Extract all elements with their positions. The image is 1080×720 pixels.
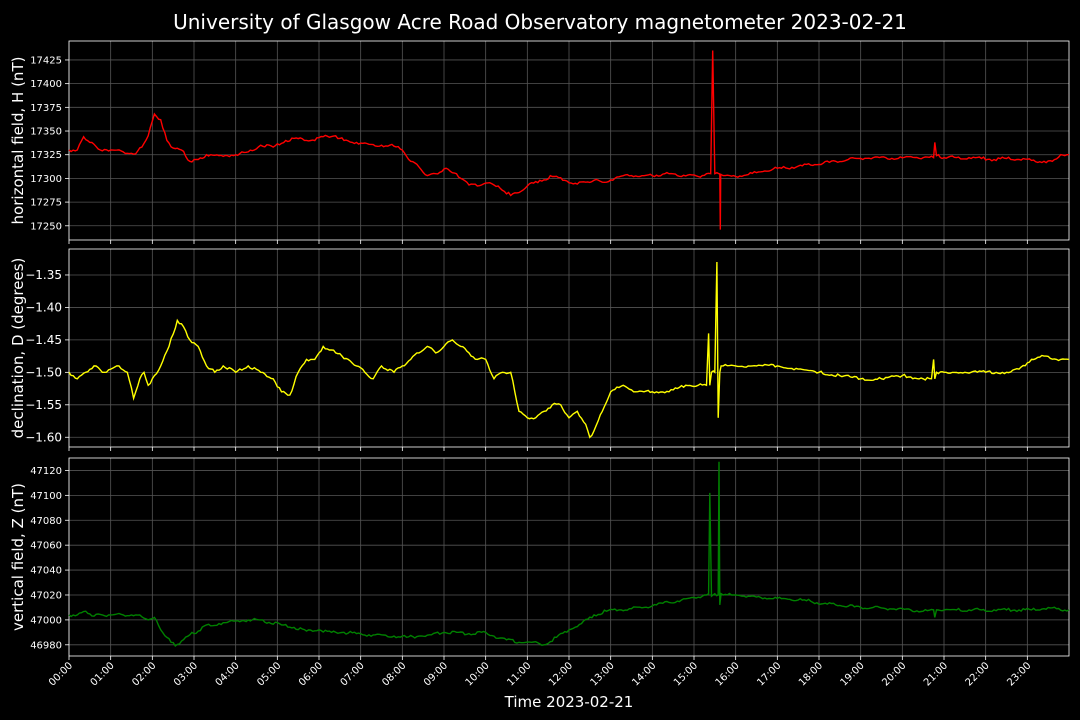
series-line-h	[68, 50, 1069, 197]
y-tick-label: 46980	[30, 640, 62, 651]
y-tick-label: 47120	[30, 466, 62, 477]
y-tick-label: −1.45	[25, 333, 62, 347]
axes-frame	[68, 248, 1070, 448]
y-tick-label: 47060	[30, 541, 62, 552]
y-tick-label: 17325	[30, 150, 62, 161]
axes-frame	[68, 457, 1070, 657]
y-tick-label: −1.35	[25, 268, 62, 282]
x-axis-label: Time 2023-02-21	[504, 693, 634, 711]
y-tick-label: 17250	[30, 221, 62, 232]
y-tick-label: 17425	[30, 55, 62, 66]
series-line-z	[68, 461, 1070, 648]
panel-z: 46980 47000 47020 47040 47060 47080 47100 47120…	[9, 457, 1070, 660]
y-axis-label: declination, D (degrees)	[9, 258, 27, 439]
panel-h: 17250 17275 17300 17325 17350 17375 17400 17425…	[9, 40, 1070, 244]
y-tick-label: 47100	[30, 491, 62, 502]
y-tick-label: 17275	[30, 198, 62, 209]
y-tick-label: 47020	[30, 590, 62, 601]
y-tick-label: 17375	[30, 103, 62, 114]
y-axis-label: vertical field, Z (nT)	[9, 483, 27, 631]
y-tick-label: 17350	[30, 127, 62, 138]
y-tick-label: 47000	[30, 615, 62, 626]
y-tick-label: 47080	[30, 516, 62, 527]
y-tick-label: −1.55	[25, 398, 62, 412]
y-tick-label: 17400	[30, 79, 62, 90]
chart-title: University of Glasgow Acre Road Observat…	[173, 10, 907, 34]
panel-d: −1.60 −1.55 −1.50 −1.45 −1.40 −1.35declinatio…	[9, 248, 1070, 451]
series-line-d	[68, 261, 1070, 439]
y-tick-label: 17300	[30, 174, 62, 185]
y-tick-label: −1.40	[25, 301, 62, 315]
axes-frame	[68, 40, 1070, 241]
y-tick-label: 47040	[30, 566, 62, 577]
y-tick-label: −1.50	[25, 366, 62, 380]
y-axis-label: horizontal field, H (nT)	[9, 57, 27, 225]
y-tick-label: −1.60	[25, 430, 62, 444]
series-line-h-spike	[719, 173, 722, 230]
